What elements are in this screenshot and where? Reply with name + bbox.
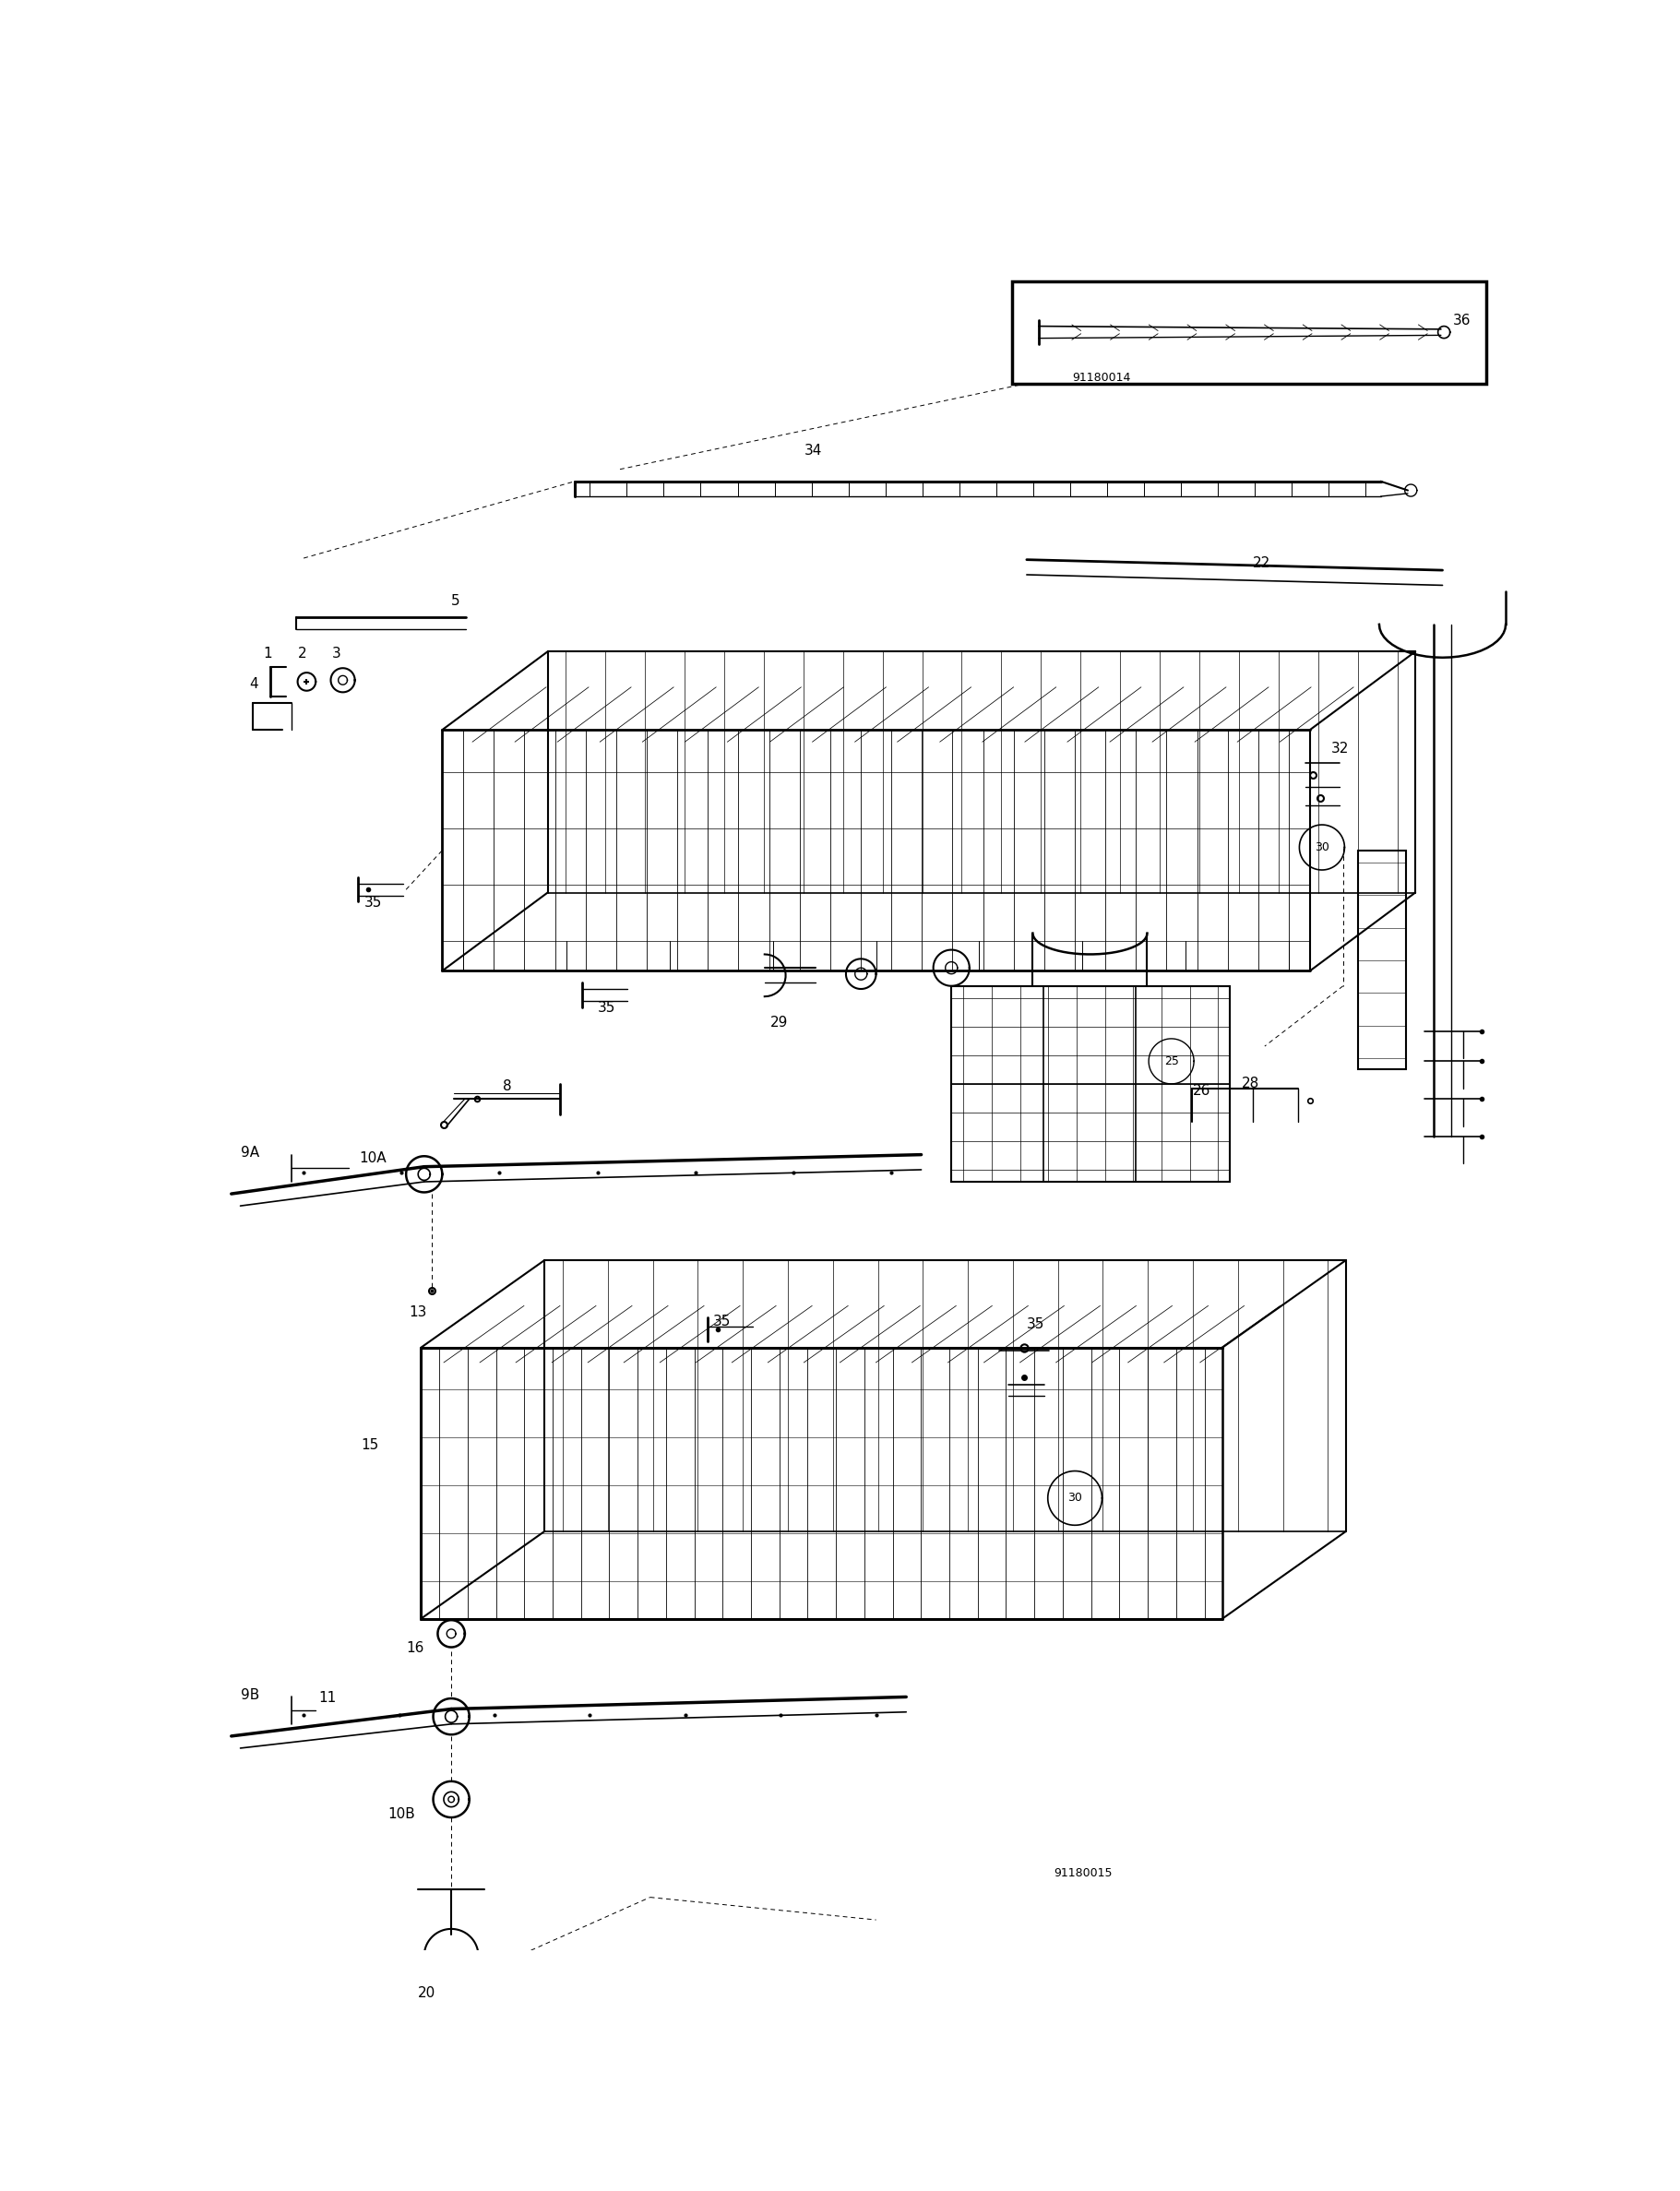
Text: 1: 1: [264, 646, 272, 662]
Text: 91180015: 91180015: [1053, 1867, 1112, 1880]
Text: 25: 25: [1164, 1056, 1179, 1067]
Bar: [1011, 280, 1487, 383]
Text: 5: 5: [452, 594, 460, 609]
Text: 9A: 9A: [240, 1146, 259, 1159]
Text: 10B: 10B: [388, 1808, 415, 1821]
Text: 3: 3: [333, 646, 341, 662]
Text: 35: 35: [1026, 1317, 1045, 1332]
Text: 35: 35: [714, 1315, 731, 1328]
Text: 91180014: 91180014: [1072, 370, 1131, 383]
Text: 16: 16: [407, 1641, 423, 1654]
Text: 30: 30: [1067, 1492, 1082, 1503]
Text: 35: 35: [365, 896, 381, 909]
Text: 10A: 10A: [360, 1152, 386, 1166]
Text: 9B: 9B: [240, 1687, 259, 1702]
Text: 29: 29: [771, 1017, 788, 1030]
Bar: [951, 986, 1230, 1181]
Text: 15: 15: [361, 1439, 378, 1453]
Text: 34: 34: [803, 443, 822, 458]
Text: 13: 13: [410, 1306, 427, 1319]
Bar: [1357, 850, 1406, 1069]
Text: 26: 26: [1193, 1085, 1210, 1098]
Text: 35: 35: [598, 1001, 615, 1014]
Text: 36: 36: [1453, 313, 1472, 326]
Text: 20: 20: [418, 1985, 435, 2000]
Text: 2: 2: [297, 646, 306, 662]
Text: 22: 22: [1253, 557, 1270, 570]
Text: 32: 32: [1331, 743, 1349, 756]
Text: 11: 11: [319, 1691, 336, 1705]
Text: 28: 28: [1242, 1078, 1260, 1091]
Text: 30: 30: [1315, 841, 1329, 852]
Text: 8: 8: [502, 1080, 511, 1093]
Text: 4: 4: [249, 677, 259, 690]
